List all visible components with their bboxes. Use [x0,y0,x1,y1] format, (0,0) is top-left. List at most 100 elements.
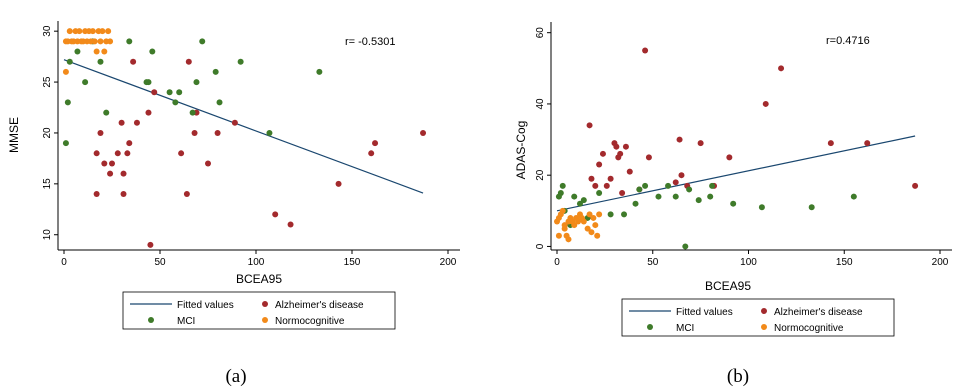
panel-b-point-alzheimer [912,182,919,189]
panel-a-point-mci [216,99,223,106]
panel-a-y-tick-label: 30 [42,25,53,37]
panel-b-point-mci [632,200,639,207]
panel-b-point-normo [561,225,568,232]
panel-b-legend-alzheimer: Alzheimer's disease [774,307,863,318]
panel-b-legend-alzheimer-swatch [761,308,767,314]
panel-b-point-normo [596,211,603,218]
panel-b-point-normo [594,232,601,239]
panel-b-point-alzheimer [599,150,606,157]
panel-a-point-alzheimer [272,211,279,218]
panel-a-point-alzheimer [183,191,190,198]
panel-b-point-mci [695,197,702,204]
panel-a-point-mci [82,79,89,86]
panel-a-point-mci [212,68,219,75]
panel-a-points [62,28,427,248]
panel-a-point-normo [99,28,106,35]
panel-b-legend-mci: MCI [676,323,694,334]
panel-b-point-mci [686,186,693,193]
panel-a-point-mci [172,99,179,106]
panel-a-point-mci [149,48,156,55]
panel-a-legend-fitted: Fitted values [177,300,234,311]
panel-b-point-mci [642,182,649,189]
panel-b-point-alzheimer [864,140,871,147]
panel-b-y-tick-label: 60 [535,27,546,39]
panel-a-point-normo [105,28,112,35]
panel-a-point-alzheimer [114,150,121,157]
panel-a-point-mci [316,68,323,75]
panel-a-point-normo [101,48,108,55]
panel-b-correlation: r=0.4716 [826,35,870,47]
panel-b-x-tick-label: 50 [647,257,659,268]
panel-a-x-tick-label: 50 [154,257,166,268]
panel-a-point-mci [176,89,183,96]
panel-b-point-mci [730,200,737,207]
panel-a-point-mci [64,99,71,106]
panel-b-x-tick-label: 150 [836,257,853,268]
panel-a-point-normo [89,28,96,35]
panel-a-point-alzheimer [124,150,131,157]
panel-b-point-mci [607,211,614,218]
panel-a-point-mci [74,48,81,55]
panel-a-point-alzheimer [178,150,185,157]
panel-a-x-tick-label: 100 [248,257,265,268]
panel-a-point-mci [266,129,273,136]
panel-b-point-mci [709,182,716,189]
panel-a-legend-alzheimer: Alzheimer's disease [275,300,364,311]
panel-b-point-mci [636,186,643,193]
panel-a-point-alzheimer [185,58,192,65]
panel-a-point-mci [97,58,104,65]
panel-b-point-alzheimer [827,140,834,147]
panel-b-point-mci [758,204,765,211]
panel-b-caption: (b) [727,366,749,387]
panel-b-y-tick-label: 0 [535,243,546,249]
panel-a-point-mci [62,140,69,147]
panel-b-point-alzheimer [619,190,626,196]
panel-a-legend-normo: Normocognitive [275,316,345,327]
panel-b-point-alzheimer [596,161,603,168]
panel-b-point-alzheimer [642,47,649,54]
panel-a-fitted-line [63,59,424,194]
panel-b-point-mci [596,190,603,196]
panel-a-point-alzheimer [214,129,221,136]
panel-b-ticks: 0 50 100 150 200 0 20 40 60 [535,27,949,268]
panel-b-point-alzheimer [588,175,595,182]
panel-b-point-alzheimer [586,122,593,129]
panel-a-x-tick-label: 200 [440,257,457,268]
panel-b-x-tick-label: 200 [932,257,949,268]
panel-b-point-mci [850,193,857,200]
panel-b-legend-mci-swatch [647,324,653,330]
panel-a-point-alzheimer [205,160,211,167]
panel-b-legend-box [621,298,895,337]
panel-a-point-alzheimer [130,58,137,65]
panel-b-point-mci [571,193,578,200]
panel-a-legend-normo-swatch [262,317,268,323]
panel-b-point-mci [576,200,583,207]
panel-a-point-alzheimer [145,109,152,116]
panel-b-point-alzheimer [617,150,624,157]
panel-b-y-tick-label: 20 [535,169,546,181]
panel-a-point-alzheimer [109,160,115,167]
panel-a-legend: Fitted values Alzheimer's disease MCI No… [122,291,396,330]
panel-b-y-axis-label: ADAS-Cog [514,121,528,180]
panel-b-point-normo [588,229,595,236]
panel-a-caption: (a) [225,366,246,387]
panel-a-point-normo [107,38,114,45]
panel-b-point-normo [580,218,587,225]
panel-b-point-mci [808,204,815,211]
panel-b-point-normo [559,207,566,214]
panel-a-point-alzheimer [126,140,133,147]
panel-b-point-alzheimer [697,140,704,147]
panel-a-point-alzheimer [372,140,379,147]
panel-a-point-alzheimer [93,191,100,198]
panel-a-y-tick-label: 20 [42,127,53,139]
panel-a-point-alzheimer [118,119,125,126]
panel-a-point-mci [166,89,173,96]
panel-b-point-alzheimer [626,168,633,175]
panel-b-point-alzheimer [622,143,629,150]
panel-a-point-alzheimer [191,129,198,136]
panel-a-point-mci [237,58,244,65]
panel-a-legend-mci-swatch [148,317,154,323]
panel-a-point-normo [66,28,73,35]
panel-b-point-alzheimer [607,175,614,182]
panel-b-fitted-line [556,135,916,212]
